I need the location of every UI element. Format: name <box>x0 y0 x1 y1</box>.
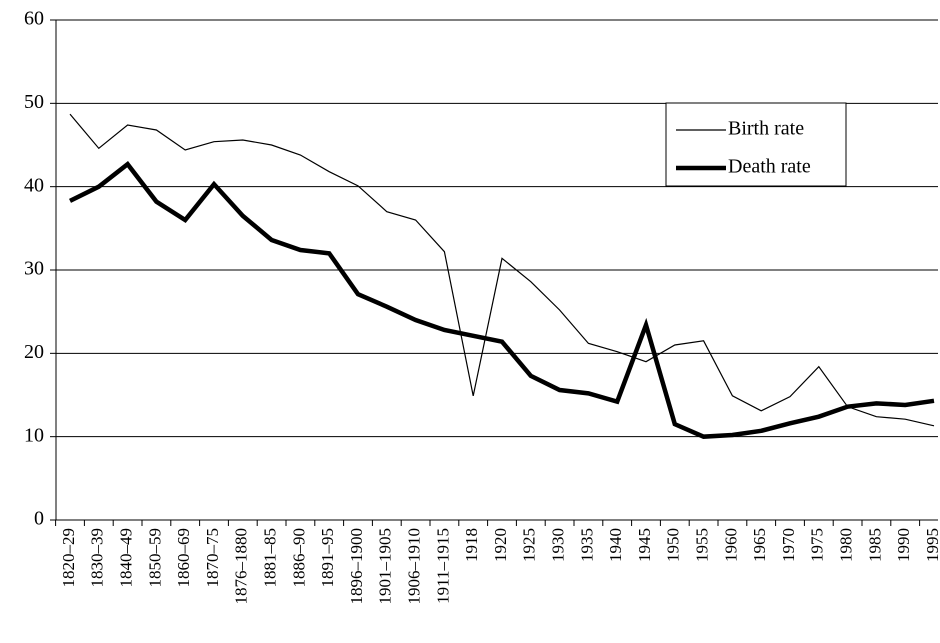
y-tick-label: 60 <box>24 8 44 30</box>
x-tick-label: 1940 <box>606 528 625 562</box>
x-tick-label: 1896–1900 <box>347 528 366 605</box>
x-tick-label: 1881–85 <box>261 528 280 588</box>
x-tick-label: 1930 <box>549 528 568 562</box>
x-tick-label: 1886–90 <box>289 528 308 588</box>
y-tick-label: 30 <box>24 258 44 280</box>
x-tick-label: 1925 <box>520 528 539 562</box>
x-tick-label: 1985 <box>865 528 884 562</box>
x-tick-label: 1935 <box>577 528 596 562</box>
x-tick-label: 1906–1910 <box>405 528 424 605</box>
legend-label: Birth rate <box>728 118 804 140</box>
x-tick-label: 1950 <box>664 528 683 562</box>
x-tick-label: 1830–39 <box>88 528 107 588</box>
x-tick-label: 1870–75 <box>203 528 222 588</box>
x-tick-label: 1920 <box>491 528 510 562</box>
y-tick-label: 20 <box>24 341 44 363</box>
x-tick-label: 1955 <box>693 528 712 562</box>
x-tick-label: 1911–1915 <box>433 528 452 604</box>
y-tick-label: 40 <box>24 174 44 196</box>
x-tick-label: 1901–1905 <box>376 528 395 605</box>
x-tick-label: 1918 <box>462 528 481 562</box>
x-tick-label: 1990 <box>894 528 913 562</box>
x-tick-label: 1860–69 <box>174 528 193 588</box>
y-tick-label: 50 <box>24 91 44 113</box>
x-tick-label: 1960 <box>721 528 740 562</box>
x-tick-label: 1970 <box>779 528 798 562</box>
x-tick-label: 1980 <box>837 528 856 562</box>
legend-box <box>665 102 847 187</box>
x-tick-label: 1975 <box>808 528 827 562</box>
x-tick-label: 1820–29 <box>59 528 78 588</box>
x-tick-label: 1876–1880 <box>232 528 251 605</box>
x-tick-label: 1995 <box>923 528 940 562</box>
x-tick-label: 1945 <box>635 528 654 562</box>
x-tick-label: 1850–59 <box>145 528 164 588</box>
x-tick-label: 1840–49 <box>117 528 136 588</box>
y-tick-label: 10 <box>24 424 44 446</box>
series-line <box>69 113 935 427</box>
legend-label: Death rate <box>728 156 811 178</box>
x-tick-label: 1891–95 <box>318 528 337 588</box>
series-line <box>69 160 935 439</box>
x-tick-label: 1965 <box>750 528 769 562</box>
y-tick-label: 0 <box>34 508 44 530</box>
